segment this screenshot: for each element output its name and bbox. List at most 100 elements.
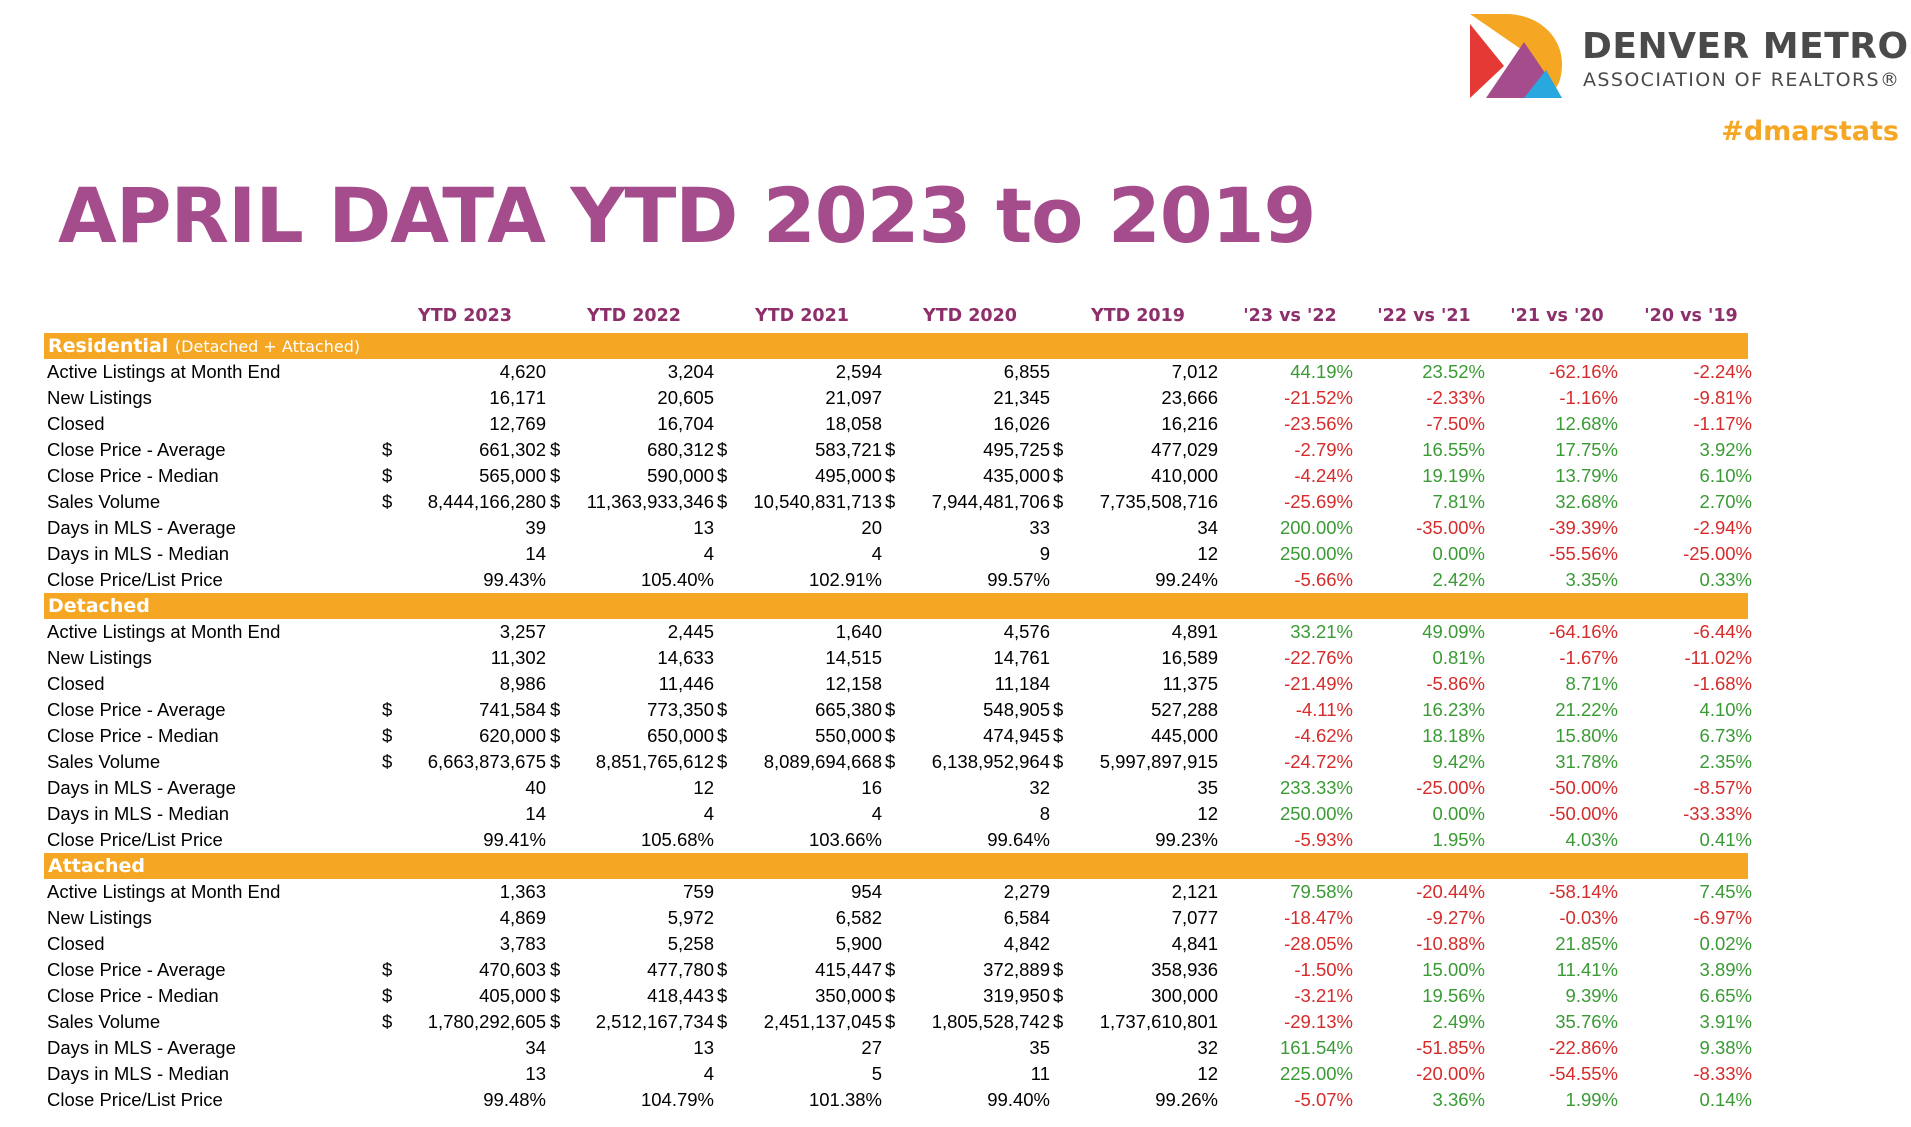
dollar-sign: $ — [885, 439, 896, 460]
row-label: Days in MLS - Average — [47, 1037, 236, 1058]
section-title: Attached — [48, 855, 145, 877]
table-row: Active Listings at Month End 4,620 3,204 2,… — [44, 359, 1752, 385]
cell-value: 99.24% — [1155, 569, 1218, 590]
cell-value: 4,869 — [499, 907, 546, 928]
cell-value: 1,640 — [835, 621, 882, 642]
row-label: Days in MLS - Average — [47, 517, 236, 538]
cell-value: 415,447 — [815, 959, 882, 980]
row-label: Days in MLS - Median — [47, 803, 229, 824]
change-value: 32.68% — [1555, 491, 1618, 512]
row-label: New Listings — [47, 647, 152, 668]
change-value: 17.75% — [1555, 439, 1618, 460]
column-header: YTD 2021 — [755, 306, 849, 326]
hashtag: #dmarstats — [1721, 116, 1899, 147]
cell-value: 9 — [1039, 543, 1050, 564]
change-value: 3.89% — [1699, 959, 1752, 980]
change-value: 21.85% — [1555, 933, 1618, 954]
cell-value: 8,089,694,668 — [763, 751, 882, 772]
change-value: -62.16% — [1549, 361, 1618, 382]
cell-value: 4,842 — [1003, 933, 1050, 954]
dollar-sign: $ — [382, 985, 393, 1006]
dollar-sign: $ — [885, 491, 896, 512]
change-value: 7.45% — [1699, 881, 1752, 902]
cell-value: 3,257 — [499, 621, 546, 642]
cell-value: 474,945 — [983, 725, 1050, 746]
change-value: 0.00% — [1432, 543, 1485, 564]
table-row: Closed 12,769 16,704 18,058 16,026 16,216 -23.… — [44, 411, 1752, 437]
cell-value: 4,841 — [1171, 933, 1218, 954]
change-value: 250.00% — [1279, 543, 1353, 564]
row-label: Days in MLS - Median — [47, 1063, 229, 1084]
cell-value: 21,345 — [993, 387, 1050, 408]
change-value: 2.35% — [1699, 751, 1752, 772]
table-row: Sales Volume $6,663,873,675 $8,851,765,612… — [44, 749, 1752, 775]
cell-value: 477,780 — [647, 959, 714, 980]
cell-value: 4 — [871, 543, 882, 564]
cell-value: 12 — [1197, 543, 1218, 564]
change-value: -1.50% — [1294, 959, 1353, 980]
change-value: 33.21% — [1290, 621, 1353, 642]
cell-value: 12,769 — [489, 413, 546, 434]
cell-value: 405,000 — [479, 985, 546, 1006]
dollar-sign: $ — [717, 699, 728, 720]
cell-value: 6,855 — [1003, 361, 1050, 382]
column-header: YTD 2020 — [923, 306, 1017, 326]
cell-value: 410,000 — [1151, 465, 1218, 486]
change-value: 4.03% — [1565, 829, 1618, 850]
column-header: YTD 2019 — [1091, 306, 1185, 326]
change-value: -1.17% — [1693, 413, 1752, 434]
row-label: Sales Volume — [47, 751, 161, 772]
cell-value: 12,158 — [825, 673, 882, 694]
dollar-sign: $ — [550, 491, 561, 512]
dmar-logo: DENVER METRO ASSOCIATION OF REALTORS® — [1466, 14, 1908, 106]
dmar-logo-mark-icon — [1470, 14, 1562, 98]
dollar-sign: $ — [550, 1011, 561, 1032]
change-value: 35.76% — [1555, 1011, 1618, 1032]
cell-value: 5,258 — [667, 933, 714, 954]
cell-value: 583,721 — [815, 439, 882, 460]
change-value: -10.88% — [1416, 933, 1485, 954]
change-value: -5.93% — [1294, 829, 1353, 850]
dollar-sign: $ — [885, 751, 896, 772]
dollar-sign: $ — [885, 725, 896, 746]
change-value: 0.81% — [1432, 647, 1485, 668]
dollar-sign: $ — [382, 439, 393, 460]
column-header: '20 vs '19 — [1644, 306, 1738, 326]
cell-value: 665,380 — [815, 699, 882, 720]
cell-value: 2,279 — [1003, 881, 1050, 902]
cell-value: 759 — [683, 881, 714, 902]
cell-value: 300,000 — [1151, 985, 1218, 1006]
cell-value: 104.79% — [640, 1089, 714, 1110]
table-row: Days in MLS - Average 39 13 20 33 34 200.00% -3… — [44, 515, 1752, 541]
dollar-sign: $ — [550, 751, 561, 772]
table-row: Days in MLS - Average 40 12 16 32 35 233.33% -2… — [44, 775, 1752, 801]
row-label: Close Price - Median — [47, 465, 219, 486]
cell-value: 7,735,508,716 — [1099, 491, 1218, 512]
page-title: APRIL DATA YTD 2023 to 2019 — [58, 171, 1316, 260]
change-value: -2.79% — [1294, 439, 1353, 460]
table-row: Close Price - Median $565,000 $590,000 $495… — [44, 463, 1752, 489]
change-value: -7.50% — [1426, 413, 1485, 434]
cell-value: 12 — [693, 777, 714, 798]
change-value: 6.10% — [1699, 465, 1752, 486]
cell-value: 680,312 — [647, 439, 714, 460]
cell-value: 21,097 — [825, 387, 882, 408]
cell-value: 16,589 — [1161, 647, 1218, 668]
table-row: Sales Volume $1,780,292,605 $2,512,167,734… — [44, 1009, 1752, 1035]
cell-value: 4 — [703, 1063, 714, 1084]
dollar-sign: $ — [717, 751, 728, 772]
cell-value: 319,950 — [983, 985, 1050, 1006]
change-value: 3.36% — [1432, 1089, 1485, 1110]
cell-value: 16,026 — [993, 413, 1050, 434]
change-value: 18.18% — [1422, 725, 1485, 746]
change-value: 3.91% — [1699, 1011, 1752, 1032]
column-header: '23 vs '22 — [1243, 306, 1337, 326]
dollar-sign: $ — [550, 725, 561, 746]
cell-value: 2,512,167,734 — [595, 1011, 714, 1032]
change-value: 0.14% — [1699, 1089, 1752, 1110]
dollar-sign: $ — [382, 491, 393, 512]
cell-value: 14 — [525, 803, 546, 824]
change-value: -1.16% — [1559, 387, 1618, 408]
table-row: Close Price - Average $661,302 $680,312 $58… — [44, 437, 1752, 463]
cell-value: 7,012 — [1171, 361, 1218, 382]
